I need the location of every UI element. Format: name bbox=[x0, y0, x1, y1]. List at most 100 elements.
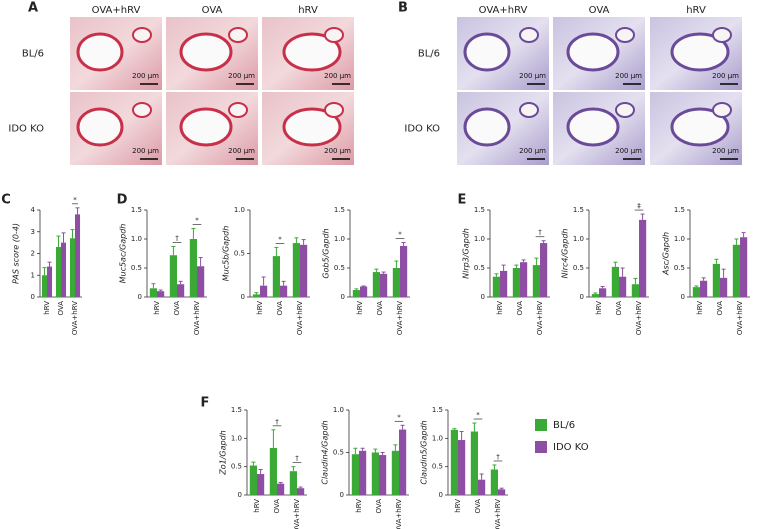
column-header: OVA bbox=[589, 5, 610, 16]
bar bbox=[500, 270, 508, 297]
y-tick-label: 1.5 bbox=[674, 206, 685, 214]
scale-bar-label: 200 μm bbox=[712, 72, 739, 80]
vessel bbox=[519, 27, 539, 43]
x-tick-label: OVA+hRV bbox=[494, 499, 502, 529]
bar bbox=[639, 219, 647, 297]
y-tick-label: 1.0 bbox=[334, 235, 345, 243]
bar bbox=[372, 272, 380, 297]
y-tick-label: 1.5 bbox=[231, 406, 242, 414]
x-tick-label: OVA bbox=[376, 301, 384, 316]
x-tick-label: OVA+hRV bbox=[395, 499, 403, 529]
y-tick-label: 0.5 bbox=[432, 463, 443, 471]
vessel bbox=[615, 102, 635, 118]
bar bbox=[169, 255, 177, 297]
y-tick-label: 0.5 bbox=[674, 264, 685, 272]
y-tick-label: 0.5 bbox=[234, 250, 245, 258]
y-tick-label: 0.5 bbox=[334, 264, 345, 272]
bar bbox=[157, 291, 165, 297]
bar bbox=[75, 214, 81, 297]
x-tick-label: OVA bbox=[273, 499, 281, 514]
bar bbox=[41, 275, 47, 297]
panel-label: E bbox=[458, 193, 467, 208]
scale-bar-label: 200 μm bbox=[712, 147, 739, 155]
significance-mark: * bbox=[278, 235, 282, 243]
bar bbox=[391, 450, 399, 495]
bar bbox=[532, 265, 540, 297]
scale-bar-label: 200 μm bbox=[615, 147, 642, 155]
bar bbox=[61, 242, 67, 297]
vessel bbox=[228, 27, 248, 43]
airway bbox=[463, 32, 511, 72]
row-label: IDO KO bbox=[8, 124, 44, 135]
bar bbox=[379, 455, 387, 495]
vessel bbox=[132, 102, 152, 118]
bar bbox=[540, 243, 548, 297]
y-axis-label: Nlrp3/Gapdh bbox=[462, 228, 471, 279]
significance-mark: * bbox=[195, 217, 199, 225]
bar bbox=[249, 465, 257, 495]
vessel bbox=[324, 27, 344, 43]
scale-bar-label: 200 μm bbox=[324, 147, 351, 155]
bar bbox=[55, 246, 61, 297]
airway bbox=[463, 107, 511, 147]
bar bbox=[399, 429, 407, 495]
panel-label: F bbox=[201, 396, 210, 411]
x-tick-label: OVA+hRV bbox=[635, 301, 643, 335]
legend-swatch bbox=[535, 419, 547, 431]
y-axis-label: Muc5b/Gapdh bbox=[222, 226, 231, 282]
vessel bbox=[712, 102, 732, 118]
x-tick-label: OVA bbox=[516, 301, 524, 316]
bar bbox=[47, 266, 53, 297]
bar bbox=[458, 440, 466, 495]
x-tick-label: hRV bbox=[256, 301, 264, 315]
panel-label: B bbox=[398, 1, 408, 16]
airway bbox=[282, 107, 342, 147]
airway bbox=[179, 32, 233, 72]
bar bbox=[292, 243, 300, 297]
y-tick-label: 2 bbox=[31, 250, 35, 258]
x-tick-label: hRV bbox=[595, 301, 603, 315]
x-tick-label: OVA+hRV bbox=[296, 301, 304, 335]
legend-label: IDO KO bbox=[553, 442, 589, 453]
bar bbox=[351, 454, 359, 495]
y-tick-label: 1.5 bbox=[474, 206, 485, 214]
y-tick-label: 4 bbox=[31, 206, 36, 214]
y-axis-label: Gob5/Gapdh bbox=[322, 228, 331, 278]
bar bbox=[512, 268, 520, 297]
bar bbox=[700, 280, 708, 297]
airway bbox=[179, 107, 233, 147]
bar bbox=[490, 469, 498, 495]
y-tick-label: 1.0 bbox=[231, 434, 242, 442]
y-tick-label: 0.5 bbox=[333, 449, 344, 457]
y-tick-label: 0 bbox=[340, 491, 344, 499]
x-tick-label: OVA+hRV bbox=[396, 301, 404, 335]
bar bbox=[380, 273, 388, 297]
bar bbox=[450, 429, 458, 495]
y-tick-label: 0.5 bbox=[231, 463, 242, 471]
panel-label: A bbox=[28, 1, 38, 16]
scale-bar-label: 200 μm bbox=[615, 72, 642, 80]
y-tick-label: 0 bbox=[138, 293, 142, 301]
significance-mark: † bbox=[538, 229, 542, 237]
y-tick-label: 0 bbox=[31, 293, 35, 301]
y-tick-label: 0 bbox=[481, 293, 485, 301]
column-header: OVA+hRV bbox=[92, 5, 141, 16]
legend-swatch bbox=[535, 441, 547, 453]
bar bbox=[289, 471, 297, 495]
bar bbox=[149, 288, 157, 297]
bar bbox=[272, 256, 280, 297]
x-tick-label: OVA+hRV bbox=[736, 301, 744, 335]
vessel bbox=[615, 27, 635, 43]
vessel bbox=[712, 27, 732, 43]
bar bbox=[720, 277, 728, 297]
bar bbox=[371, 452, 379, 495]
bar bbox=[359, 450, 367, 495]
y-tick-label: 1.0 bbox=[333, 406, 344, 414]
x-tick-label: OVA+hRV bbox=[293, 499, 301, 529]
legend-label: BL/6 bbox=[553, 420, 575, 431]
x-tick-label: hRV bbox=[356, 301, 364, 315]
panel-label: D bbox=[117, 193, 128, 208]
airway bbox=[76, 32, 124, 72]
bar bbox=[252, 294, 260, 297]
